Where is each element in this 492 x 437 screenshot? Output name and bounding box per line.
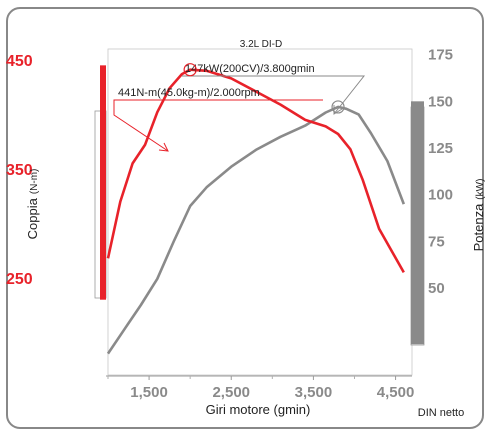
note-din-netto: DIN netto — [418, 407, 464, 419]
x-tick-label: 1,500 — [130, 384, 168, 401]
x-tick-label: 4,500 — [377, 384, 415, 401]
y-right-tick-label: 50 — [428, 280, 445, 297]
power-callout-line — [182, 75, 366, 115]
right-scale-bar — [411, 101, 424, 345]
y-axis-left-title: Coppia (N-m) — [25, 169, 40, 240]
chart-title: 3.2L DI-D — [240, 39, 282, 50]
y-axis-right-label: Potenza — [471, 203, 486, 251]
torque-annotation-label: 441N-m(45.0kg-m)/2.000rpm — [118, 87, 260, 99]
plot-area — [107, 48, 413, 376]
svg-text:Potenza(kW): Potenza (kW) — [471, 179, 486, 252]
annotation-torque: 441N-m(45.0kg-m)/2.000rpm — [113, 63, 323, 152]
y-left-tick-label: 450 — [6, 53, 33, 70]
left-tick-labels: 450 350 250 — [6, 53, 33, 288]
series-coppia-line — [106, 68, 405, 274]
y-left-tick-label: 350 — [6, 162, 33, 179]
torque-callout-arrowhead — [158, 142, 169, 152]
y-left-tick-label: 250 — [6, 271, 33, 288]
y-right-tick-label: 100 — [428, 187, 453, 204]
svg-text:Coppia(N-m): Coppia (N-m) — [25, 169, 40, 240]
torque-peak-marker — [183, 63, 197, 77]
annotation-power: 147kW(200CV)/3.800gmin — [182, 63, 366, 115]
series-potenza-line — [106, 105, 406, 355]
right-tick-labels: 175 150 125 100 75 50 — [428, 47, 453, 298]
y-axis-left-label: Coppia — [25, 197, 40, 239]
y-axis-right-unit: (kW) — [475, 179, 486, 200]
x-tick-label: 3,500 — [295, 384, 333, 401]
y-right-tick-label: 75 — [428, 233, 445, 250]
y-axis-left-unit: (N-m) — [29, 169, 40, 195]
x-ticks — [107, 376, 397, 380]
x-tick-labels: 1,500 2,500 3,500 4,500 — [130, 384, 414, 401]
y-axis-right-title: Potenza (kW) — [471, 179, 486, 252]
left-scale-bar — [100, 65, 106, 300]
x-axis-title: Giri motore (gmin) — [206, 402, 311, 417]
power-callout-arrowhead — [333, 105, 343, 115]
power-annotation-label: 147kW(200CV)/3.800gmin — [185, 63, 315, 75]
y-right-tick-label: 150 — [428, 93, 453, 110]
y-right-tick-label: 125 — [428, 140, 453, 157]
y-right-tick-label: 175 — [428, 47, 453, 64]
power-peak-marker — [331, 100, 345, 114]
torque-callout-line — [113, 99, 323, 152]
x-tick-label: 2,500 — [212, 384, 250, 401]
